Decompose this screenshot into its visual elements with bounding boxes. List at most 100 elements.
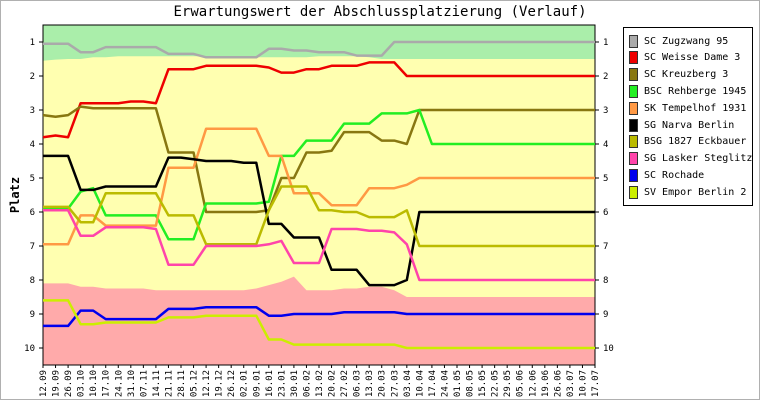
x-tick-label: 29.05 — [503, 370, 513, 397]
y-tick-label-left: 1 — [30, 38, 35, 48]
legend-label: SC Kreuzberg 3 — [644, 69, 729, 81]
x-tick-label: 28.11 — [177, 370, 187, 397]
y-tick-label-right: 4 — [603, 140, 608, 150]
x-tick-label: 06.02 — [302, 370, 312, 397]
x-tick-label: 26.06 — [553, 370, 563, 397]
series-line — [43, 40, 595, 59]
legend-swatch — [629, 68, 638, 82]
x-tick-label: 10.07 — [578, 370, 588, 397]
x-tick-label: 26.12 — [227, 370, 237, 397]
x-tick-label: 24.04 — [440, 370, 450, 397]
legend-swatch — [629, 51, 638, 65]
x-tick-label: 10.04 — [415, 370, 425, 397]
legend-label: SG Lasker Steglitz — [644, 153, 753, 165]
legend-item: SC Weisse Dame 3 — [629, 50, 740, 66]
chart-legend: SC Zugzwang 95 SC Weisse Dame 3 SC Kreuzbe… — [623, 27, 753, 206]
x-tick-label: 05.12 — [190, 370, 200, 397]
x-tick-label: 17.04 — [428, 370, 438, 397]
series-line — [42, 105, 595, 214]
series-line — [42, 61, 595, 139]
legend-item: BSG 1827 Eckbauer — [629, 134, 746, 150]
legend-item: SV Empor Berlin 2 — [629, 184, 746, 200]
x-tick-label: 19.12 — [215, 370, 225, 397]
legend-label: SK Tempelhof 1931 — [644, 102, 747, 114]
x-tick-label: 06.03 — [353, 370, 363, 397]
legend-swatch — [629, 168, 638, 182]
x-tick-label: 08.05 — [466, 370, 476, 397]
x-tick-label: 12.09 — [39, 370, 49, 397]
x-tick-label: 15.05 — [478, 370, 488, 397]
x-tick-label: 13.02 — [315, 370, 325, 397]
x-tick-label: 27.02 — [340, 370, 350, 397]
series-line — [43, 127, 595, 246]
legend-label: BSC Rehberge 1945 — [644, 85, 747, 97]
x-tick-label: 16.01 — [265, 370, 275, 397]
legend-swatch — [629, 135, 638, 149]
legend-item: SC Rochade — [629, 167, 704, 183]
x-tick-label: 09.01 — [252, 370, 262, 397]
x-tick-label: 03.04 — [403, 370, 413, 397]
x-tick-label: 03.10 — [77, 370, 87, 397]
x-tick-label: 31.10 — [127, 370, 137, 397]
legend-item: SG Lasker Steglitz — [629, 151, 752, 167]
series-line — [43, 108, 595, 241]
y-tick-label-left: 7 — [30, 242, 35, 252]
y-tick-label-right: 6 — [603, 208, 608, 218]
x-tick-label: 23.01 — [277, 370, 287, 397]
y-tick-label-right: 9 — [603, 310, 608, 320]
y-tick-label-right: 2 — [603, 72, 608, 82]
y-tick-label-left: 9 — [30, 310, 35, 320]
y-tick-label-left: 5 — [30, 174, 35, 184]
series-line — [43, 305, 595, 328]
y-tick-label-left: 4 — [30, 140, 35, 150]
y-tick-label-left: 10 — [24, 344, 35, 354]
band-relegation — [43, 276, 595, 365]
legend-swatch — [629, 84, 638, 98]
x-tick-label: 02.01 — [240, 370, 250, 397]
x-tick-label: 17.10 — [102, 370, 112, 397]
legend-swatch — [629, 185, 638, 199]
x-tick-label: 05.06 — [516, 370, 526, 397]
y-tick-label-left: 2 — [30, 72, 35, 82]
x-tick-label: 12.06 — [528, 370, 538, 397]
series-line — [43, 185, 595, 248]
y-tick-label-right: 10 — [603, 344, 614, 354]
y-tick-label-right: 5 — [603, 174, 608, 184]
y-tick-label-left: 8 — [30, 276, 35, 286]
x-tick-label: 21.11 — [164, 370, 174, 397]
x-tick-label: 12.12 — [202, 370, 212, 397]
x-tick-label: 01.05 — [453, 370, 463, 397]
series-line — [43, 209, 595, 282]
x-tick-label: 19.06 — [541, 370, 551, 397]
y-tick-label-left: 3 — [30, 106, 35, 116]
legend-item: SK Tempelhof 1931 — [629, 100, 746, 116]
legend-swatch — [629, 152, 638, 166]
legend-swatch — [629, 34, 638, 48]
y-tick-label-right: 8 — [603, 276, 608, 286]
series-line — [43, 154, 595, 287]
legend-item: BSC Rehberge 1945 — [629, 83, 746, 99]
legend-label: BSG 1827 Eckbauer — [644, 136, 747, 148]
band-promotion — [43, 25, 595, 61]
legend-item: SC Kreuzberg 3 — [629, 67, 728, 83]
x-tick-label: 24.10 — [114, 370, 124, 397]
x-tick-label: 30.01 — [290, 370, 300, 397]
x-tick-label: 07.11 — [139, 370, 149, 397]
chart-title: Erwartungswert der Abschlussplatzierung … — [173, 4, 587, 20]
x-tick-label: 26.09 — [64, 370, 74, 397]
y-tick-label-right: 1 — [603, 38, 608, 48]
x-tick-label: 27.03 — [390, 370, 400, 397]
x-tick-label: 17.07 — [591, 370, 601, 397]
series-line — [43, 299, 595, 350]
legend-item: SC Zugzwang 95 — [629, 33, 728, 49]
legend-label: SC Rochade — [644, 169, 705, 181]
legend-label: SG Narva Berlin — [644, 119, 735, 131]
x-tick-label: 14.11 — [152, 370, 162, 397]
x-tick-label: 10.10 — [89, 370, 99, 397]
y-tick-label-right: 3 — [603, 106, 608, 116]
x-tick-label: 19.09 — [52, 370, 62, 397]
legend-item: SG Narva Berlin — [629, 117, 734, 133]
legend-swatch — [629, 118, 638, 132]
y-tick-label-right: 7 — [603, 242, 608, 252]
